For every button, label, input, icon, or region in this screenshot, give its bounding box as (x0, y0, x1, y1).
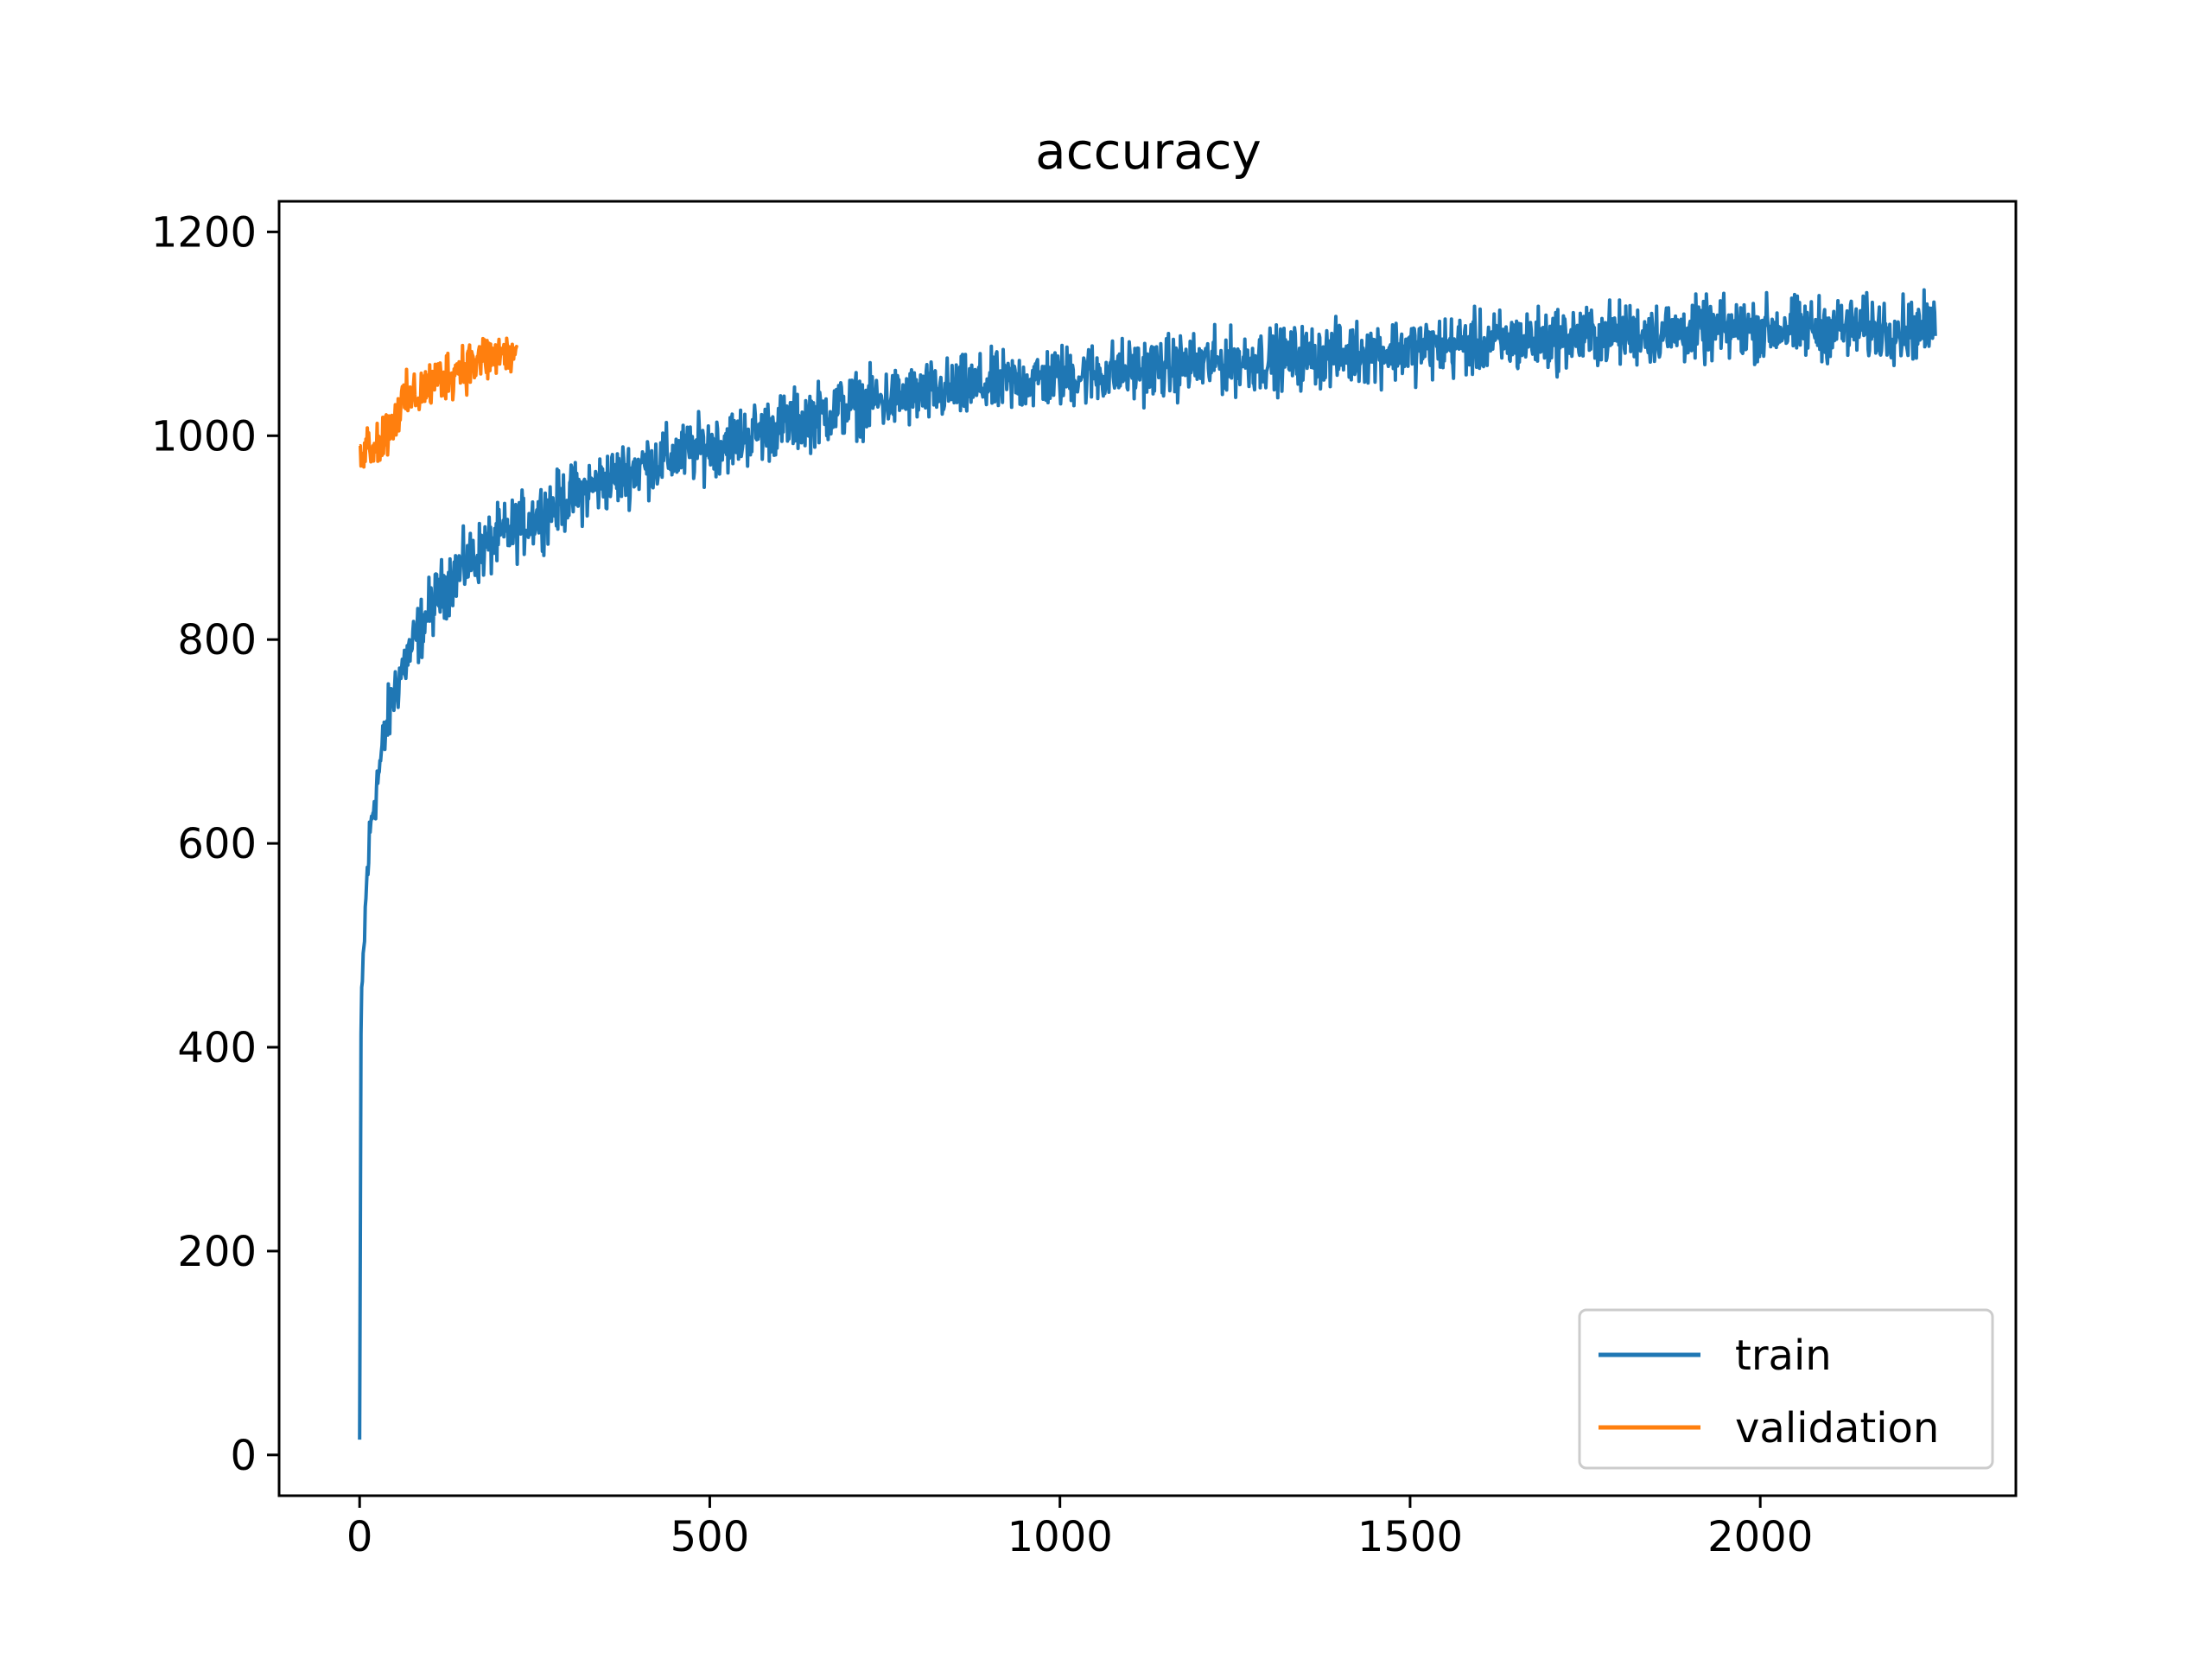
x-tick-label: 2000 (1707, 1513, 1813, 1561)
series-line-train (358, 288, 1937, 1440)
legend: train validation (1578, 1308, 1994, 1470)
y-tick-label: 800 (177, 616, 257, 664)
x-axis: 0 500 1000 1500 2000 (346, 1496, 1813, 1561)
x-tick-label: 1000 (1007, 1513, 1113, 1561)
axes-frame (277, 200, 2018, 1497)
y-tick-label: 600 (177, 820, 257, 868)
y-tick-label: 0 (230, 1432, 257, 1480)
x-tick-label: 1500 (1357, 1513, 1463, 1561)
chart-title: accuracy (1035, 122, 1262, 181)
x-tick-label: 500 (671, 1513, 750, 1561)
y-axis: 0 200 400 600 800 1000 1200 (151, 208, 279, 1480)
y-tick-label: 1200 (151, 208, 257, 257)
legend-label-validation: validation (1735, 1404, 1939, 1452)
y-tick-label: 200 (177, 1228, 257, 1276)
y-tick-label: 1000 (151, 412, 257, 461)
plot-area (358, 288, 1937, 1440)
legend-label-train: train (1735, 1332, 1832, 1380)
x-tick-label: 0 (346, 1513, 373, 1561)
series-line-validation (359, 336, 519, 469)
y-tick-label: 400 (177, 1024, 257, 1072)
